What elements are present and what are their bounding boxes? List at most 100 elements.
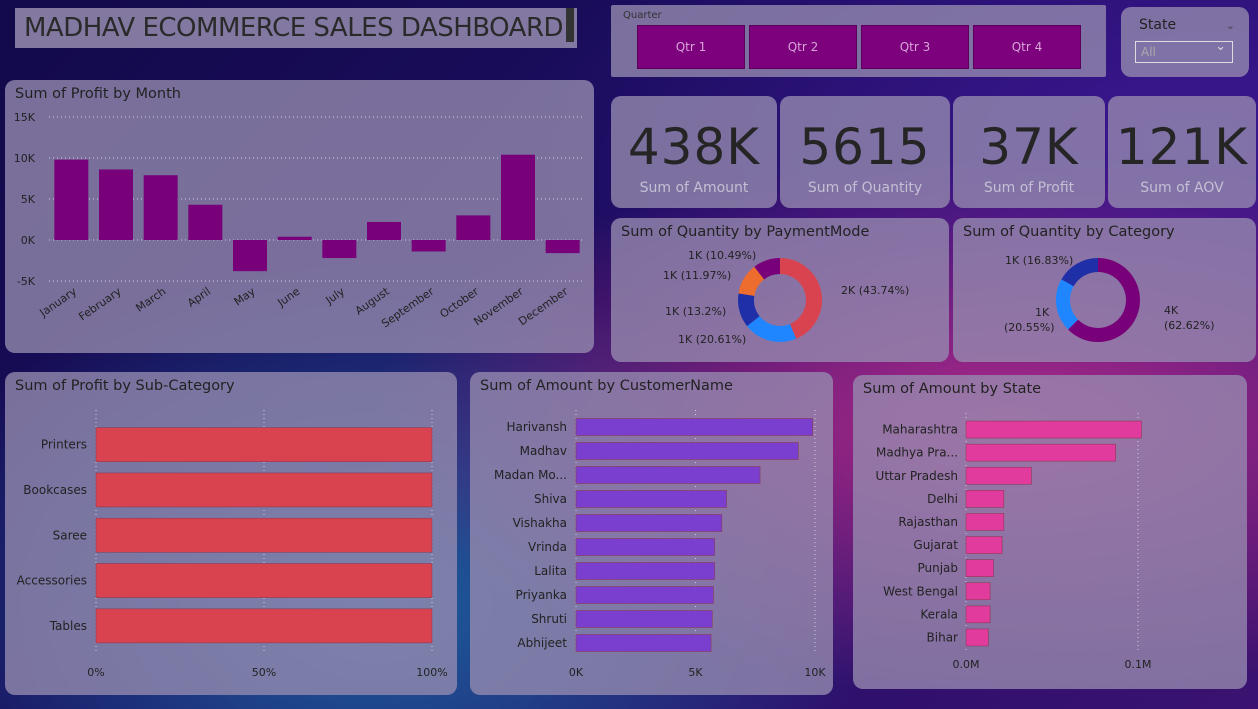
kpi-label: Sum of Amount [639, 180, 749, 196]
profit-by-month-chart: Sum of Profit by Month 15K 10K 5K 0K -5K Janu… [5, 80, 594, 353]
y-tick-label: Vrinda [528, 540, 567, 554]
state-chart-svg: 0.0M 0.1M Maharashtra Madhya Pra... Uttar Pr… [876, 413, 1152, 671]
bar [965, 466, 1032, 485]
quarter-button-q4[interactable]: Qtr 4 [973, 25, 1081, 69]
title-accent-bar [566, 8, 574, 42]
y-tick-label: Madhya Pra... [876, 446, 958, 460]
amount-by-state-chart: Sum of Amount by State 0.0M 0.1M Maharasht… [853, 375, 1247, 689]
kpi-label: Sum of Profit [983, 180, 1075, 196]
y-tick-label: Gujarat [913, 538, 958, 552]
data-label: 2K (43.74%) [841, 284, 910, 297]
x-tick-label: 0% [87, 666, 104, 679]
y-tick-label: Vishakha [513, 516, 567, 530]
y-tick-label: Accessories [17, 574, 87, 588]
donut-slice [1056, 279, 1079, 330]
x-tick-label: March [133, 285, 168, 315]
x-tick-label: August [353, 284, 393, 317]
bar [322, 240, 357, 259]
category-donut-svg [1056, 258, 1140, 342]
bar [99, 169, 133, 240]
data-label: (62.62%) [1164, 319, 1215, 332]
state-slicer: State ⌄ All ⌄ [1121, 7, 1249, 77]
paymentmode-donut-svg [738, 258, 822, 342]
y-tick-label: Rajasthan [898, 515, 958, 529]
y-tick-label: Kerala [920, 607, 958, 621]
bar [965, 536, 1003, 554]
data-label: (20.55%) [1004, 321, 1055, 334]
y-tick-label: 10K [14, 152, 36, 165]
y-tick-label: Delhi [927, 492, 958, 506]
bar [575, 610, 713, 628]
kpi-value: 37K [979, 118, 1079, 176]
quarter-slicer: Quarter Qtr 1 Qtr 2 Qtr 3 Qtr 4 [611, 5, 1106, 77]
bar [575, 466, 761, 484]
x-tick-label: January [37, 285, 80, 320]
chart-title: Sum of Quantity by PaymentMode [621, 224, 870, 240]
bar [233, 240, 267, 272]
y-tick-label: Saree [53, 528, 87, 542]
chart-title: Sum of Profit by Sub-Category [15, 378, 235, 394]
y-tick-label: Madan Mo... [494, 468, 567, 482]
chart-title: Sum of Amount by CustomerName [480, 378, 733, 394]
quarter-button-q2[interactable]: Qtr 2 [749, 25, 857, 69]
quarter-button-q3[interactable]: Qtr 3 [861, 25, 969, 69]
amount-by-customer-chart: Sum of Amount by CustomerName 0K 5K 10K Har… [470, 372, 833, 695]
qty-by-paymentmode-chart: Sum of Quantity by PaymentMode 2K (43.74… [611, 218, 949, 362]
bar [277, 236, 312, 240]
state-dropdown[interactable]: All ⌄ [1135, 39, 1233, 63]
chevron-down-icon[interactable]: ⌄ [1225, 19, 1235, 32]
bar [95, 427, 433, 462]
bar [188, 204, 223, 240]
data-label: 1K (13.2%) [665, 305, 727, 318]
bar [95, 517, 433, 553]
bar [411, 240, 446, 252]
bar [143, 175, 178, 240]
bar [575, 442, 799, 460]
y-tick-label: Bookcases [23, 483, 87, 497]
state-dropdown-value: All [1141, 45, 1156, 59]
bar [575, 586, 714, 604]
y-tick-label: 15K [14, 111, 36, 124]
bar [575, 562, 715, 580]
bar [95, 563, 433, 598]
bar [965, 582, 991, 601]
kpi-label: Sum of Quantity [807, 180, 923, 196]
donut-slice [1061, 258, 1099, 287]
data-label: 4K [1164, 304, 1179, 317]
x-tick-label: June [274, 285, 302, 310]
dashboard-title: MADHAV ECOMMERCE SALES DASHBOARD [24, 13, 564, 43]
bar [965, 628, 989, 647]
chart-title: Sum of Amount by State [863, 381, 1042, 397]
donut-slice [738, 293, 760, 327]
kpi-value: 438K [627, 118, 761, 176]
bar [965, 605, 991, 624]
y-tick-label: 0K [21, 234, 36, 247]
y-tick-label: Harivansh [506, 420, 567, 434]
y-tick-label: Bihar [927, 630, 959, 644]
chart-title: Sum of Profit by Month [15, 86, 181, 102]
bar [95, 608, 433, 644]
bar [456, 215, 491, 240]
profit-by-subcategory-chart: Sum of Profit by Sub-Category 0% 50% 100% P… [5, 372, 457, 695]
state-slicer-label: State [1139, 17, 1177, 33]
x-tick-label: December [516, 285, 571, 329]
quarter-button-q1[interactable]: Qtr 1 [637, 25, 745, 69]
x-tick-label: 50% [252, 666, 276, 679]
kpi-card-aov: 121K Sum of AOV [1108, 96, 1256, 208]
data-label: 1K [1035, 306, 1050, 319]
bar [575, 538, 715, 556]
data-label: 1K (20.61%) [678, 333, 747, 346]
donut-slice [747, 315, 797, 342]
x-tick-label: 0.1M [1125, 658, 1152, 671]
donut-slice [738, 266, 765, 297]
bar [965, 559, 994, 577]
donut-slice [754, 258, 781, 280]
bar [501, 154, 535, 240]
bar [545, 240, 580, 254]
y-tick-label: Abhijeet [517, 636, 567, 650]
x-tick-label: July [323, 285, 348, 308]
x-tick-label: 0K [569, 666, 584, 679]
y-tick-label: -5K [17, 275, 36, 288]
x-tick-label: 10K [804, 666, 826, 679]
y-tick-label: Shruti [531, 612, 567, 626]
